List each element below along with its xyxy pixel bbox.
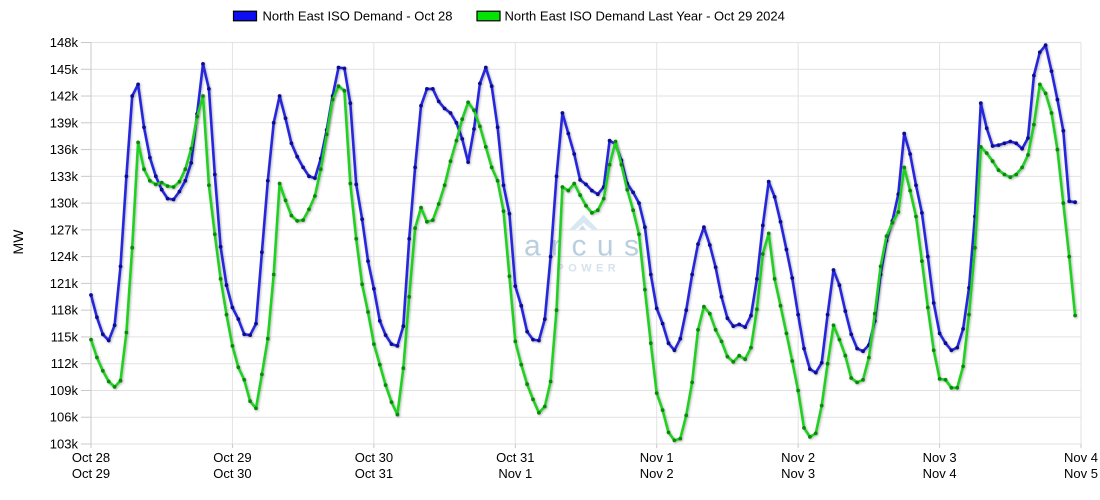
svg-text:Nov 3: Nov 3 (923, 450, 957, 465)
svg-text:North East ISO Demand Last Yea: North East ISO Demand Last Year - Oct 29… (505, 9, 785, 24)
svg-text:Nov 3: Nov 3 (781, 466, 815, 481)
svg-text:109k: 109k (50, 383, 79, 398)
svg-text:103k: 103k (50, 437, 79, 452)
svg-text:115k: 115k (51, 329, 79, 344)
svg-text:Oct 31: Oct 31 (496, 450, 534, 465)
svg-text:Oct 30: Oct 30 (213, 466, 251, 481)
svg-text:118k: 118k (51, 303, 79, 318)
svg-text:Oct 28: Oct 28 (72, 450, 110, 465)
svg-text:121k: 121k (50, 276, 79, 291)
svg-text:106k: 106k (50, 410, 79, 425)
svg-text:148k: 148k (50, 35, 79, 50)
svg-text:Nov 2: Nov 2 (640, 466, 674, 481)
svg-text:136k: 136k (50, 142, 79, 157)
svg-text:Nov 4: Nov 4 (1064, 450, 1098, 465)
svg-text:133k: 133k (50, 169, 79, 184)
svg-text:112k: 112k (51, 356, 79, 371)
svg-text:Oct 30: Oct 30 (355, 450, 393, 465)
svg-text:Oct 29: Oct 29 (72, 466, 110, 481)
svg-text:Nov 4: Nov 4 (923, 466, 957, 481)
svg-text:MW: MW (10, 229, 26, 255)
svg-text:Oct 29: Oct 29 (213, 450, 251, 465)
svg-text:North East ISO Demand - Oct 28: North East ISO Demand - Oct 28 (263, 9, 453, 24)
svg-text:Oct 31: Oct 31 (355, 466, 393, 481)
svg-text:Nov 1: Nov 1 (498, 466, 532, 481)
svg-text:130k: 130k (50, 196, 79, 211)
svg-text:142k: 142k (50, 89, 79, 104)
svg-text:Nov 1: Nov 1 (640, 450, 674, 465)
svg-text:145k: 145k (50, 62, 79, 77)
svg-text:Nov 5: Nov 5 (1064, 466, 1098, 481)
svg-text:arcus: arcus (524, 230, 649, 263)
svg-text:POWER: POWER (557, 263, 621, 275)
svg-text:124k: 124k (50, 249, 79, 264)
svg-text:139k: 139k (50, 115, 79, 130)
svg-text:127k: 127k (50, 222, 79, 237)
svg-text:Nov 2: Nov 2 (781, 450, 815, 465)
